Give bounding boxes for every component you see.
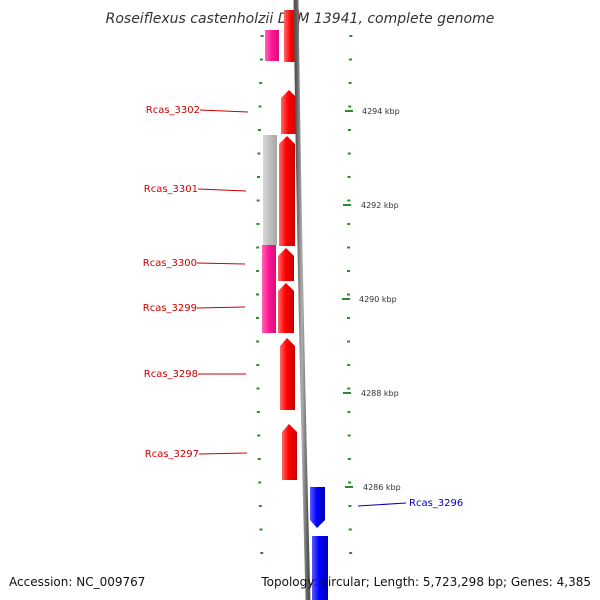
- kbp-label-4290: 4290 kbp: [359, 295, 397, 304]
- cds-arrow-rcas-3301: [279, 136, 295, 246]
- leader-line: [196, 306, 246, 309]
- cds-arrow-rcas-3297: [282, 424, 297, 480]
- leader-line: [197, 188, 247, 192]
- cds-arrow-rcas-3302: [281, 90, 297, 134]
- accession-text: Accession: NC_009767: [9, 575, 145, 589]
- gene-label-rcas-3297[interactable]: Rcas_3297: [145, 449, 199, 460]
- grey-feature: [263, 135, 277, 245]
- leader-line: [199, 109, 249, 113]
- kbp-label-4288: 4288 kbp: [361, 389, 399, 398]
- gene-label-rcas-3296[interactable]: Rcas_3296: [409, 498, 463, 509]
- inner-tick-track: [256, 35, 264, 554]
- magenta-feature: [262, 245, 276, 333]
- genome-backbone: [293, 0, 311, 600]
- magenta-feature: [265, 30, 279, 61]
- topology-text: Topology: circular; Length: 5,723,298 bp…: [260, 575, 591, 589]
- leader-line: [196, 262, 246, 265]
- leader-line: [198, 452, 248, 455]
- gene-label-rcas-3298[interactable]: Rcas_3298: [144, 369, 198, 380]
- kbp-scale: 4294 kbp 4292 kbp 4290 kbp 4288 kbp 4286…: [342, 107, 401, 492]
- kbp-label-4294: 4294 kbp: [362, 107, 400, 116]
- cds-arrow-rcas-3300: [278, 248, 294, 281]
- gene-label-rcas-3301[interactable]: Rcas_3301: [144, 184, 198, 195]
- kbp-label-4292: 4292 kbp: [361, 201, 399, 210]
- cds-arrow-rcas-3299: [278, 283, 294, 333]
- gene-label-rcas-3302[interactable]: Rcas_3302: [146, 105, 200, 116]
- reverse-cds-track: [310, 487, 328, 600]
- cds-arrow-rcas-3296: [310, 487, 325, 528]
- leader-line: [357, 502, 407, 507]
- kbp-label-4286: 4286 kbp: [363, 483, 401, 492]
- gene-labels: Rcas_3302 Rcas_3301 Rcas_3300 Rcas_3299 …: [143, 105, 463, 509]
- outer-tick-track: [347, 35, 353, 554]
- cds-arrow-reverse-bottom: [312, 536, 328, 600]
- gene-label-rcas-3299[interactable]: Rcas_3299: [143, 303, 197, 314]
- cds-arrow-rcas-3298: [280, 338, 295, 410]
- feature-track: [262, 30, 279, 333]
- gene-label-rcas-3300[interactable]: Rcas_3300: [143, 258, 197, 269]
- map-title: Roseiflexus castenholzii DSM 13941, comp…: [106, 11, 495, 27]
